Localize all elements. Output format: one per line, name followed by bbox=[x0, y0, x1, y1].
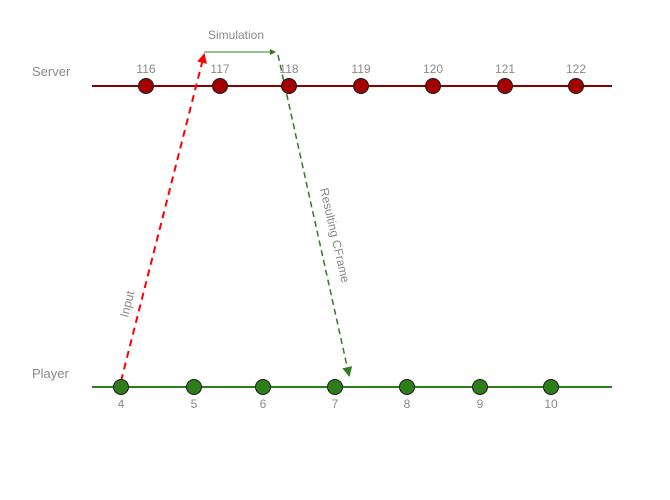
server-tick-label-121: 121 bbox=[495, 62, 515, 76]
player-tick-label-5: 5 bbox=[191, 397, 198, 411]
player-tick-dot-9 bbox=[472, 379, 488, 395]
server-tick-label-116: 116 bbox=[136, 62, 155, 76]
input-label: Input bbox=[117, 289, 137, 319]
player-tick-dot-10 bbox=[543, 379, 559, 395]
resulting-cframe-label: Resulting CFrame bbox=[317, 187, 352, 285]
server-tick-dot-116 bbox=[138, 78, 154, 94]
player-tick-dot-7 bbox=[327, 379, 343, 395]
player-tick-dot-4 bbox=[113, 379, 129, 395]
server-tick-label-120: 120 bbox=[423, 62, 443, 76]
simulation-label: Simulation bbox=[208, 28, 264, 42]
server-tick-dot-117 bbox=[212, 78, 228, 94]
resulting-cframe-arrow bbox=[277, 54, 353, 377]
player-tick-dot-8 bbox=[399, 379, 415, 395]
player-tick-label-8: 8 bbox=[404, 397, 411, 411]
player-tick-dot-5 bbox=[186, 379, 202, 395]
player-tick-label-9: 9 bbox=[477, 397, 484, 411]
server-tick-label-117: 117 bbox=[210, 62, 229, 76]
server-tick-dot-119 bbox=[353, 78, 369, 94]
server-ticks: 116 117 118 119 120 121 122 bbox=[136, 62, 586, 94]
player-lane-label: Player bbox=[32, 366, 70, 381]
player-ticks: 4 5 6 7 8 9 10 bbox=[113, 379, 559, 411]
player-tick-label-6: 6 bbox=[260, 397, 267, 411]
player-tick-label-7: 7 bbox=[332, 397, 339, 411]
server-tick-dot-120 bbox=[425, 78, 441, 94]
player-tick-label-4: 4 bbox=[118, 397, 125, 411]
server-tick-dot-122 bbox=[568, 78, 584, 94]
server-tick-label-118: 118 bbox=[279, 62, 298, 76]
server-tick-label-122: 122 bbox=[566, 62, 586, 76]
server-tick-dot-118 bbox=[281, 78, 297, 94]
player-tick-dot-6 bbox=[255, 379, 271, 395]
input-arrow bbox=[120, 53, 207, 382]
server-tick-label-119: 119 bbox=[351, 62, 370, 76]
player-tick-label-10: 10 bbox=[544, 397, 558, 411]
server-lane-label: Server bbox=[32, 64, 71, 79]
server-tick-dot-121 bbox=[497, 78, 513, 94]
